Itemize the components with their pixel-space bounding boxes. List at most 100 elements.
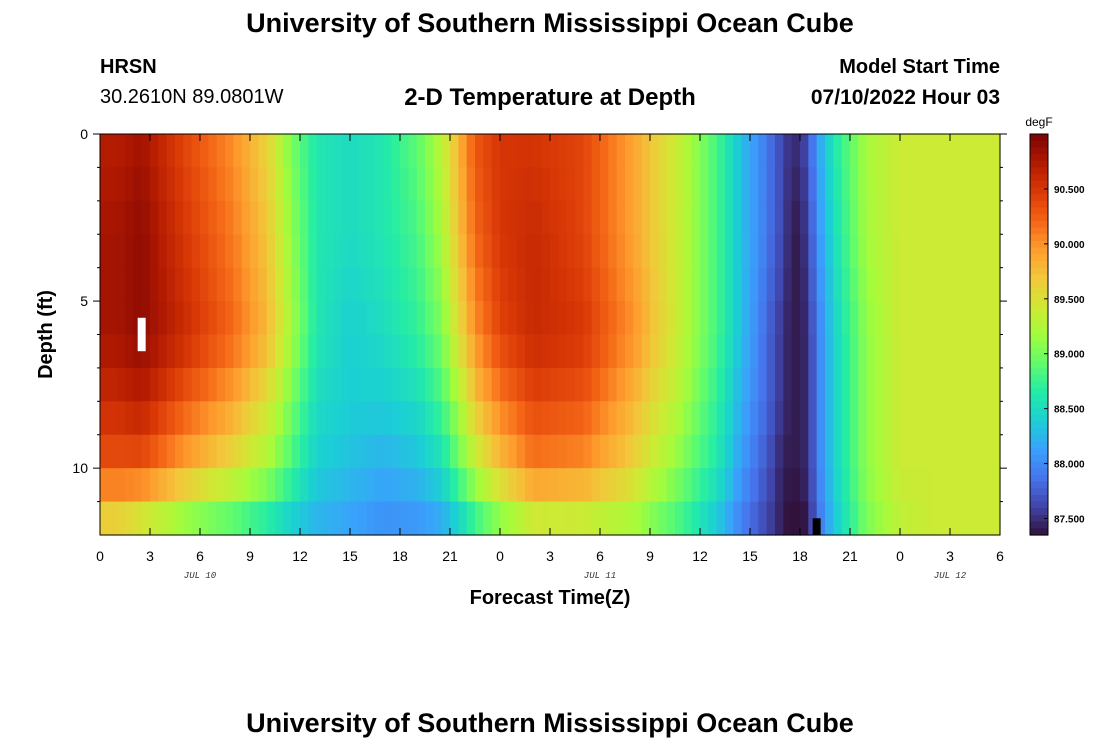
heatmap-cell xyxy=(950,200,959,235)
heatmap-cell xyxy=(250,200,259,235)
heatmap-cell xyxy=(625,301,634,336)
heatmap-cell xyxy=(883,267,893,302)
heatmap-cell xyxy=(458,301,468,336)
heatmap-cell xyxy=(816,334,826,369)
heatmap-cell xyxy=(116,234,126,269)
heatmap-cell xyxy=(916,334,926,369)
x-tick-label: 0 xyxy=(496,548,504,564)
heatmap-cell xyxy=(983,167,993,202)
heatmap-cell xyxy=(633,401,643,436)
heatmap-cell xyxy=(408,367,418,402)
heatmap-cell xyxy=(433,167,443,202)
heatmap-cell xyxy=(191,200,201,235)
heatmap-cell xyxy=(975,367,984,402)
heatmap-cell xyxy=(358,434,368,469)
heatmap-cell xyxy=(416,401,426,436)
heatmap-cell xyxy=(475,234,484,269)
heatmap-cell xyxy=(458,134,468,169)
colorbar-tick-label: 90.500 xyxy=(1054,185,1085,196)
heatmap-cell xyxy=(783,301,793,336)
colorbar-segment xyxy=(1030,361,1048,369)
heatmap-cell xyxy=(433,200,443,235)
heatmap-cell xyxy=(325,234,334,269)
heatmap-cell xyxy=(733,167,743,202)
heatmap-cell xyxy=(441,501,451,536)
chart-subtitle: 2-D Temperature at Depth xyxy=(404,84,696,111)
heatmap-cell xyxy=(466,501,476,536)
heatmap-cell xyxy=(841,301,851,336)
heatmap-cell xyxy=(333,434,343,469)
heatmap-cell xyxy=(133,434,143,469)
heatmap-cell xyxy=(375,267,384,302)
heatmap-cell xyxy=(933,167,943,202)
heatmap-cell xyxy=(108,200,118,235)
heatmap-cell xyxy=(416,367,426,402)
heatmap-cell xyxy=(625,434,634,469)
heatmap-cell xyxy=(616,134,626,169)
heatmap-cell xyxy=(983,200,993,235)
heatmap-cell xyxy=(350,401,359,436)
heatmap-cell xyxy=(800,234,809,269)
heatmap-cell xyxy=(491,501,501,536)
heatmap-cell xyxy=(625,167,634,202)
heatmap-cell xyxy=(116,468,126,503)
heatmap-cell xyxy=(875,468,884,503)
heatmap-cell xyxy=(433,234,443,269)
heatmap-cell xyxy=(358,234,368,269)
heatmap-cell xyxy=(766,468,776,503)
heatmap-cell xyxy=(341,234,351,269)
heatmap-cell xyxy=(558,167,568,202)
heatmap-cell xyxy=(808,234,818,269)
heatmap-cell xyxy=(591,134,601,169)
heatmap-cell xyxy=(725,167,734,202)
heatmap-cell xyxy=(991,234,1001,269)
heatmap-cell xyxy=(533,367,543,402)
colorbar-segment xyxy=(1030,387,1048,396)
heatmap-cell xyxy=(291,234,301,269)
x-tick-label: 12 xyxy=(692,548,708,564)
heatmap-cell xyxy=(833,234,843,269)
heatmap-cell xyxy=(566,434,576,469)
heatmap-cell xyxy=(750,434,759,469)
heatmap-cell xyxy=(666,134,676,169)
heatmap-cell xyxy=(225,501,234,536)
heatmap-cell xyxy=(491,267,501,302)
heatmap-cell xyxy=(141,200,151,235)
heatmap-cell xyxy=(366,434,376,469)
heatmap-cell xyxy=(941,200,951,235)
colorbar-segment xyxy=(1030,394,1048,402)
heatmap-cell xyxy=(875,200,884,235)
heatmap-cell xyxy=(450,468,459,503)
colorbar-segment xyxy=(1030,528,1048,536)
heatmap-cell xyxy=(875,234,884,269)
colorbar-tick-label: 90.000 xyxy=(1054,240,1085,251)
heatmap-cell xyxy=(483,200,493,235)
heatmap-cell xyxy=(375,434,384,469)
heatmap-cell xyxy=(408,267,418,302)
heatmap-cell xyxy=(100,167,109,202)
colorbar-segment xyxy=(1030,254,1048,262)
heatmap-cell xyxy=(350,134,359,169)
colorbar-segment xyxy=(1030,174,1048,182)
heatmap-cell xyxy=(258,267,268,302)
heatmap-cell xyxy=(975,401,984,436)
heatmap-cell xyxy=(416,134,426,169)
heatmap-cell xyxy=(808,267,818,302)
heatmap-cell xyxy=(900,134,909,169)
x-tick-label: 9 xyxy=(646,548,654,564)
heatmap-cell xyxy=(633,301,643,336)
heatmap-cell xyxy=(300,468,309,503)
heatmap-cell xyxy=(766,401,776,436)
heatmap-cell xyxy=(941,468,951,503)
heatmap-cell xyxy=(116,267,126,302)
heatmap-cell xyxy=(483,301,493,336)
heatmap-cell xyxy=(175,167,184,202)
heatmap-cell xyxy=(608,134,618,169)
heatmap-cell xyxy=(175,134,184,169)
heatmap-cell xyxy=(941,267,951,302)
heatmap-cell xyxy=(791,200,801,235)
heatmap-cell xyxy=(650,267,659,302)
heatmap-cell xyxy=(591,501,601,536)
heatmap-cell xyxy=(733,134,743,169)
heatmap-cell xyxy=(691,234,701,269)
